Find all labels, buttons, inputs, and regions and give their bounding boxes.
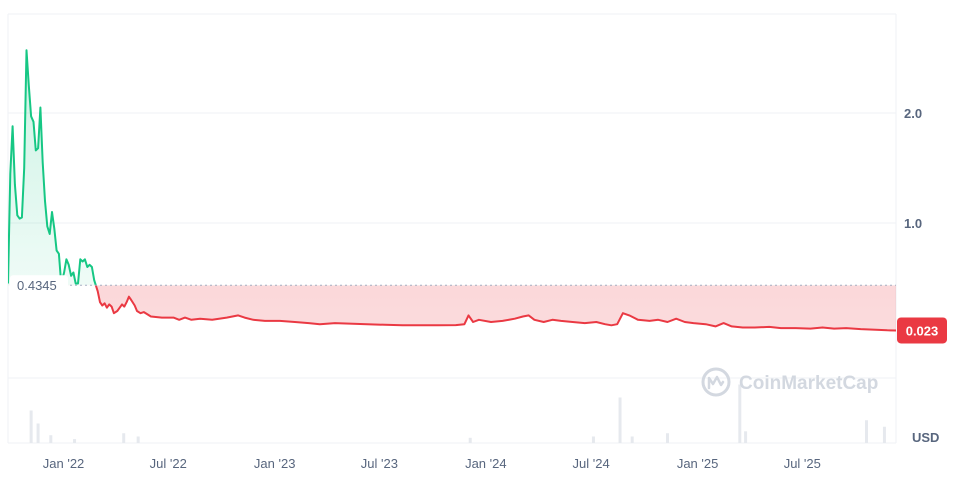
x-tick-label: Jan '23 bbox=[254, 456, 296, 471]
y-tick-label: 2.0 bbox=[904, 106, 922, 121]
reference-label: 0.4345 bbox=[10, 275, 68, 296]
x-tick-label: Jan '22 bbox=[43, 456, 85, 471]
y-axis-labels: 1.0 2.0 bbox=[904, 106, 922, 231]
volume-bar bbox=[744, 431, 748, 443]
x-tick-label: Jul '25 bbox=[784, 456, 821, 471]
area-below-reference bbox=[95, 285, 896, 331]
volume-bar bbox=[864, 420, 868, 443]
y-tick-label: 1.0 bbox=[904, 216, 922, 231]
x-tick-label: Jul '23 bbox=[361, 456, 398, 471]
last-price-badge: 0.023 bbox=[897, 317, 947, 344]
x-axis-labels: Jan '22 Jul '22 Jan '23 Jul '23 Jan '24 Jul '… bbox=[43, 456, 821, 471]
volume-bar bbox=[122, 433, 126, 443]
watermark-text: CoinMarketCap bbox=[739, 373, 878, 394]
x-tick-label: Jan '24 bbox=[465, 456, 507, 471]
volume-bar bbox=[665, 433, 669, 443]
volume-bar bbox=[136, 436, 140, 443]
price-line-down bbox=[94, 285, 897, 332]
coinmarketcap-logo-icon bbox=[701, 367, 731, 397]
currency-label: USD bbox=[912, 430, 939, 445]
volume-bar bbox=[738, 384, 742, 443]
volume-bar bbox=[36, 423, 40, 443]
reference-value: 0.4345 bbox=[17, 278, 57, 293]
volume-bar bbox=[73, 439, 77, 443]
x-tick-label: Jan '25 bbox=[677, 456, 719, 471]
volume-bar bbox=[468, 437, 472, 443]
last-price-value: 0.023 bbox=[906, 323, 939, 338]
volume-bar bbox=[630, 436, 634, 443]
chart-frame bbox=[7, 13, 897, 444]
volume-bar bbox=[29, 410, 33, 443]
volume-bar bbox=[49, 435, 53, 443]
volume-bar bbox=[882, 426, 886, 443]
price-line-up bbox=[8, 49, 97, 286]
volume-bar bbox=[618, 397, 622, 443]
volume-bars bbox=[29, 384, 886, 443]
x-tick-label: Jul '24 bbox=[573, 456, 610, 471]
coinmarketcap-watermark: CoinMarketCap bbox=[701, 367, 878, 397]
volume-bar bbox=[591, 436, 595, 443]
y-gridlines bbox=[8, 112, 896, 224]
x-tick-label: Jul '22 bbox=[150, 456, 187, 471]
